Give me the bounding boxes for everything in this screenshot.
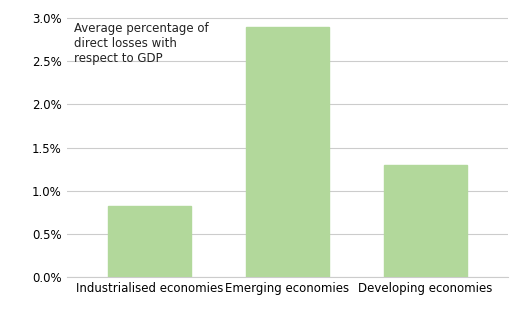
Bar xyxy=(108,205,191,277)
Bar xyxy=(384,165,466,277)
Bar xyxy=(246,27,329,277)
Text: Average percentage of
direct losses with
respect to GDP: Average percentage of direct losses with… xyxy=(73,22,208,66)
